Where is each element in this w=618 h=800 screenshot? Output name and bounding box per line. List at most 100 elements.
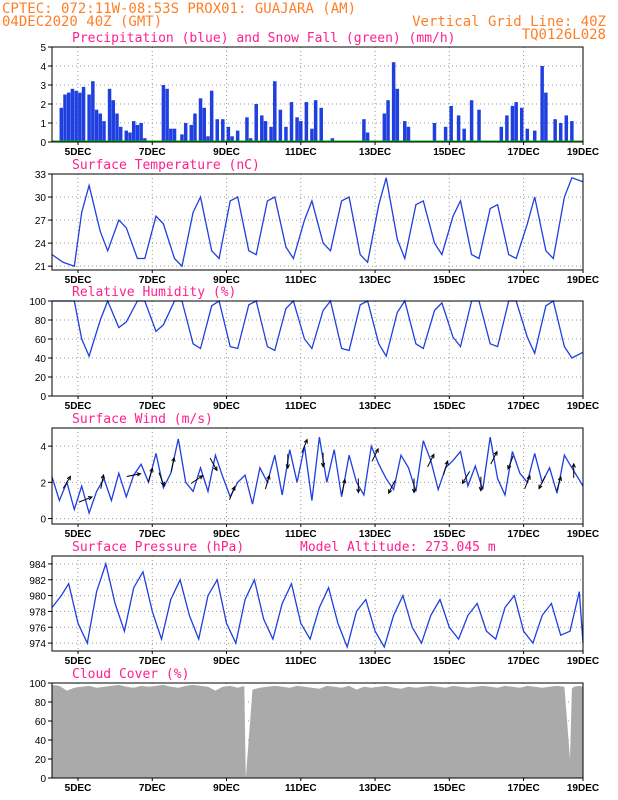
precip-bar (81, 86, 86, 142)
precip-bar (245, 117, 249, 142)
precip-ytick-label: 4 (40, 62, 46, 73)
pressure-xtick-label: 5DEC (65, 656, 92, 667)
precip-ytick-label: 0 (40, 138, 46, 149)
wind-vector-head (149, 467, 154, 473)
precip-bar (230, 136, 234, 142)
wind-line (51, 436, 584, 516)
wind-vector-head (66, 475, 72, 481)
precip-bar (395, 88, 400, 142)
precip-bar (94, 109, 99, 142)
humidity-ytick-label: 80 (35, 316, 47, 327)
temperature-xtick-label: 7DEC (139, 275, 166, 286)
wind-vector (538, 475, 546, 489)
cloud-ytick-label: 0 (40, 774, 46, 785)
pressure-ytick-label: 974 (29, 639, 46, 650)
wind-vector-head (388, 489, 393, 495)
wind-vector-head (461, 479, 467, 485)
precip-bar (254, 104, 258, 142)
precip-bar (391, 62, 396, 143)
temperature-line (51, 176, 584, 268)
precip-bar (499, 126, 504, 142)
precip-bar (519, 107, 524, 142)
precip-xtick-label: 17DEC (507, 147, 539, 158)
cloud-xtick-label: 5DEC (65, 783, 92, 794)
precip-bar (172, 128, 177, 142)
wind-xtick-label: 5DEC (65, 529, 92, 540)
precip-bar (165, 88, 169, 142)
precip-ytick-label: 3 (40, 81, 46, 92)
pressure-ytick-label: 978 (29, 607, 46, 618)
wind-panel: Surface Wind (m/s) 0 2 4 5DEC 7DEC 9DEC 11DEC 13… (40, 412, 599, 540)
temperature-xtick-label: 13DEC (359, 275, 391, 286)
wind-xtick-label: 17DEC (507, 529, 539, 540)
precip-bar (193, 113, 197, 142)
precip-bar (206, 136, 210, 142)
wind-vector (62, 476, 71, 489)
precip-panel: Precipitation (blue) and Snow Fall (gree… (40, 31, 599, 158)
precip-xtick-label: 7DEC (139, 147, 166, 158)
wind-vector (341, 479, 346, 494)
precip-bar (553, 119, 557, 142)
wind-vector (388, 480, 396, 494)
precip-bar (91, 81, 95, 142)
pressure-xtick-label: 7DEC (139, 656, 166, 667)
precip-bar (365, 132, 370, 142)
precip-bar (362, 119, 366, 142)
precip-bar (202, 107, 206, 142)
precip-ytick-label: 2 (40, 100, 46, 111)
pressure-xtick-label: 11DEC (285, 656, 317, 667)
pressure-xtick-label: 13DEC (359, 656, 391, 667)
precip-bar (143, 138, 147, 142)
temperature-ytick-label: 24 (35, 239, 47, 250)
precip-bar (189, 124, 193, 142)
precip-bar (169, 128, 173, 142)
pressure-ytick-label: 976 (29, 623, 46, 634)
pressure-panel: Surface Pressure (hPa) Model Altitude: 27… (29, 540, 599, 667)
wind-vector-head (160, 481, 165, 487)
wind-xtick-label: 13DEC (359, 529, 391, 540)
precip-bar (295, 117, 299, 142)
humidity-xtick-label: 15DEC (433, 401, 465, 412)
cloud-ytick-label: 60 (35, 717, 47, 728)
wind-vector-head (231, 485, 236, 491)
precip-ytick-label: 5 (40, 43, 46, 54)
humidity-xtick-label: 11DEC (285, 401, 317, 412)
wind-vector (371, 448, 379, 462)
precip-bar (111, 100, 116, 142)
wind-vector-head (136, 472, 142, 477)
cloud-xtick-label: 17DEC (507, 783, 539, 794)
precip-bar (63, 94, 67, 142)
wind-vector-head (493, 450, 498, 456)
temperature-panel: Surface Temperature (nC) 21 24 27 30 33 5DEC 7D… (35, 158, 599, 286)
precip-bar (532, 130, 537, 142)
precip-bar (406, 126, 411, 142)
precip-bar (449, 105, 453, 142)
wind-vector-head (87, 496, 93, 501)
header-model-code: TQ0126L028 (522, 27, 606, 43)
humidity-frame (51, 300, 584, 397)
precip-bar (273, 81, 277, 142)
temperature-xtick-label: 9DEC (213, 275, 240, 286)
wind-vector (443, 461, 449, 475)
wind-vector (100, 474, 104, 489)
header-run-date: 04DEC2020 40Z (GMT) (2, 14, 162, 30)
precip-xtick-label: 15DEC (433, 147, 465, 158)
cloud-ytick-label: 20 (35, 755, 47, 766)
wind-vector-head (100, 473, 105, 480)
wind-vector (190, 475, 203, 484)
wind-xtick-label: 15DEC (433, 529, 465, 540)
wind-vector-head (411, 488, 417, 494)
precip-bar (107, 88, 112, 142)
wind-vector-head (538, 484, 543, 490)
precip-xtick-label: 9DEC (213, 147, 240, 158)
temperature-ytick-label: 33 (35, 170, 47, 181)
precip-xtick-label: 5DEC (65, 147, 92, 158)
wind-vector (301, 439, 308, 453)
precip-bar (544, 92, 548, 142)
precip-bar (87, 94, 91, 142)
precip-ytick-label: 1 (40, 119, 46, 130)
precip-bar (235, 130, 240, 142)
temperature-xtick-label: 17DEC (507, 275, 539, 286)
wind-ytick-label: 0 (40, 515, 46, 526)
temperature-xtick-label: 15DEC (433, 275, 465, 286)
